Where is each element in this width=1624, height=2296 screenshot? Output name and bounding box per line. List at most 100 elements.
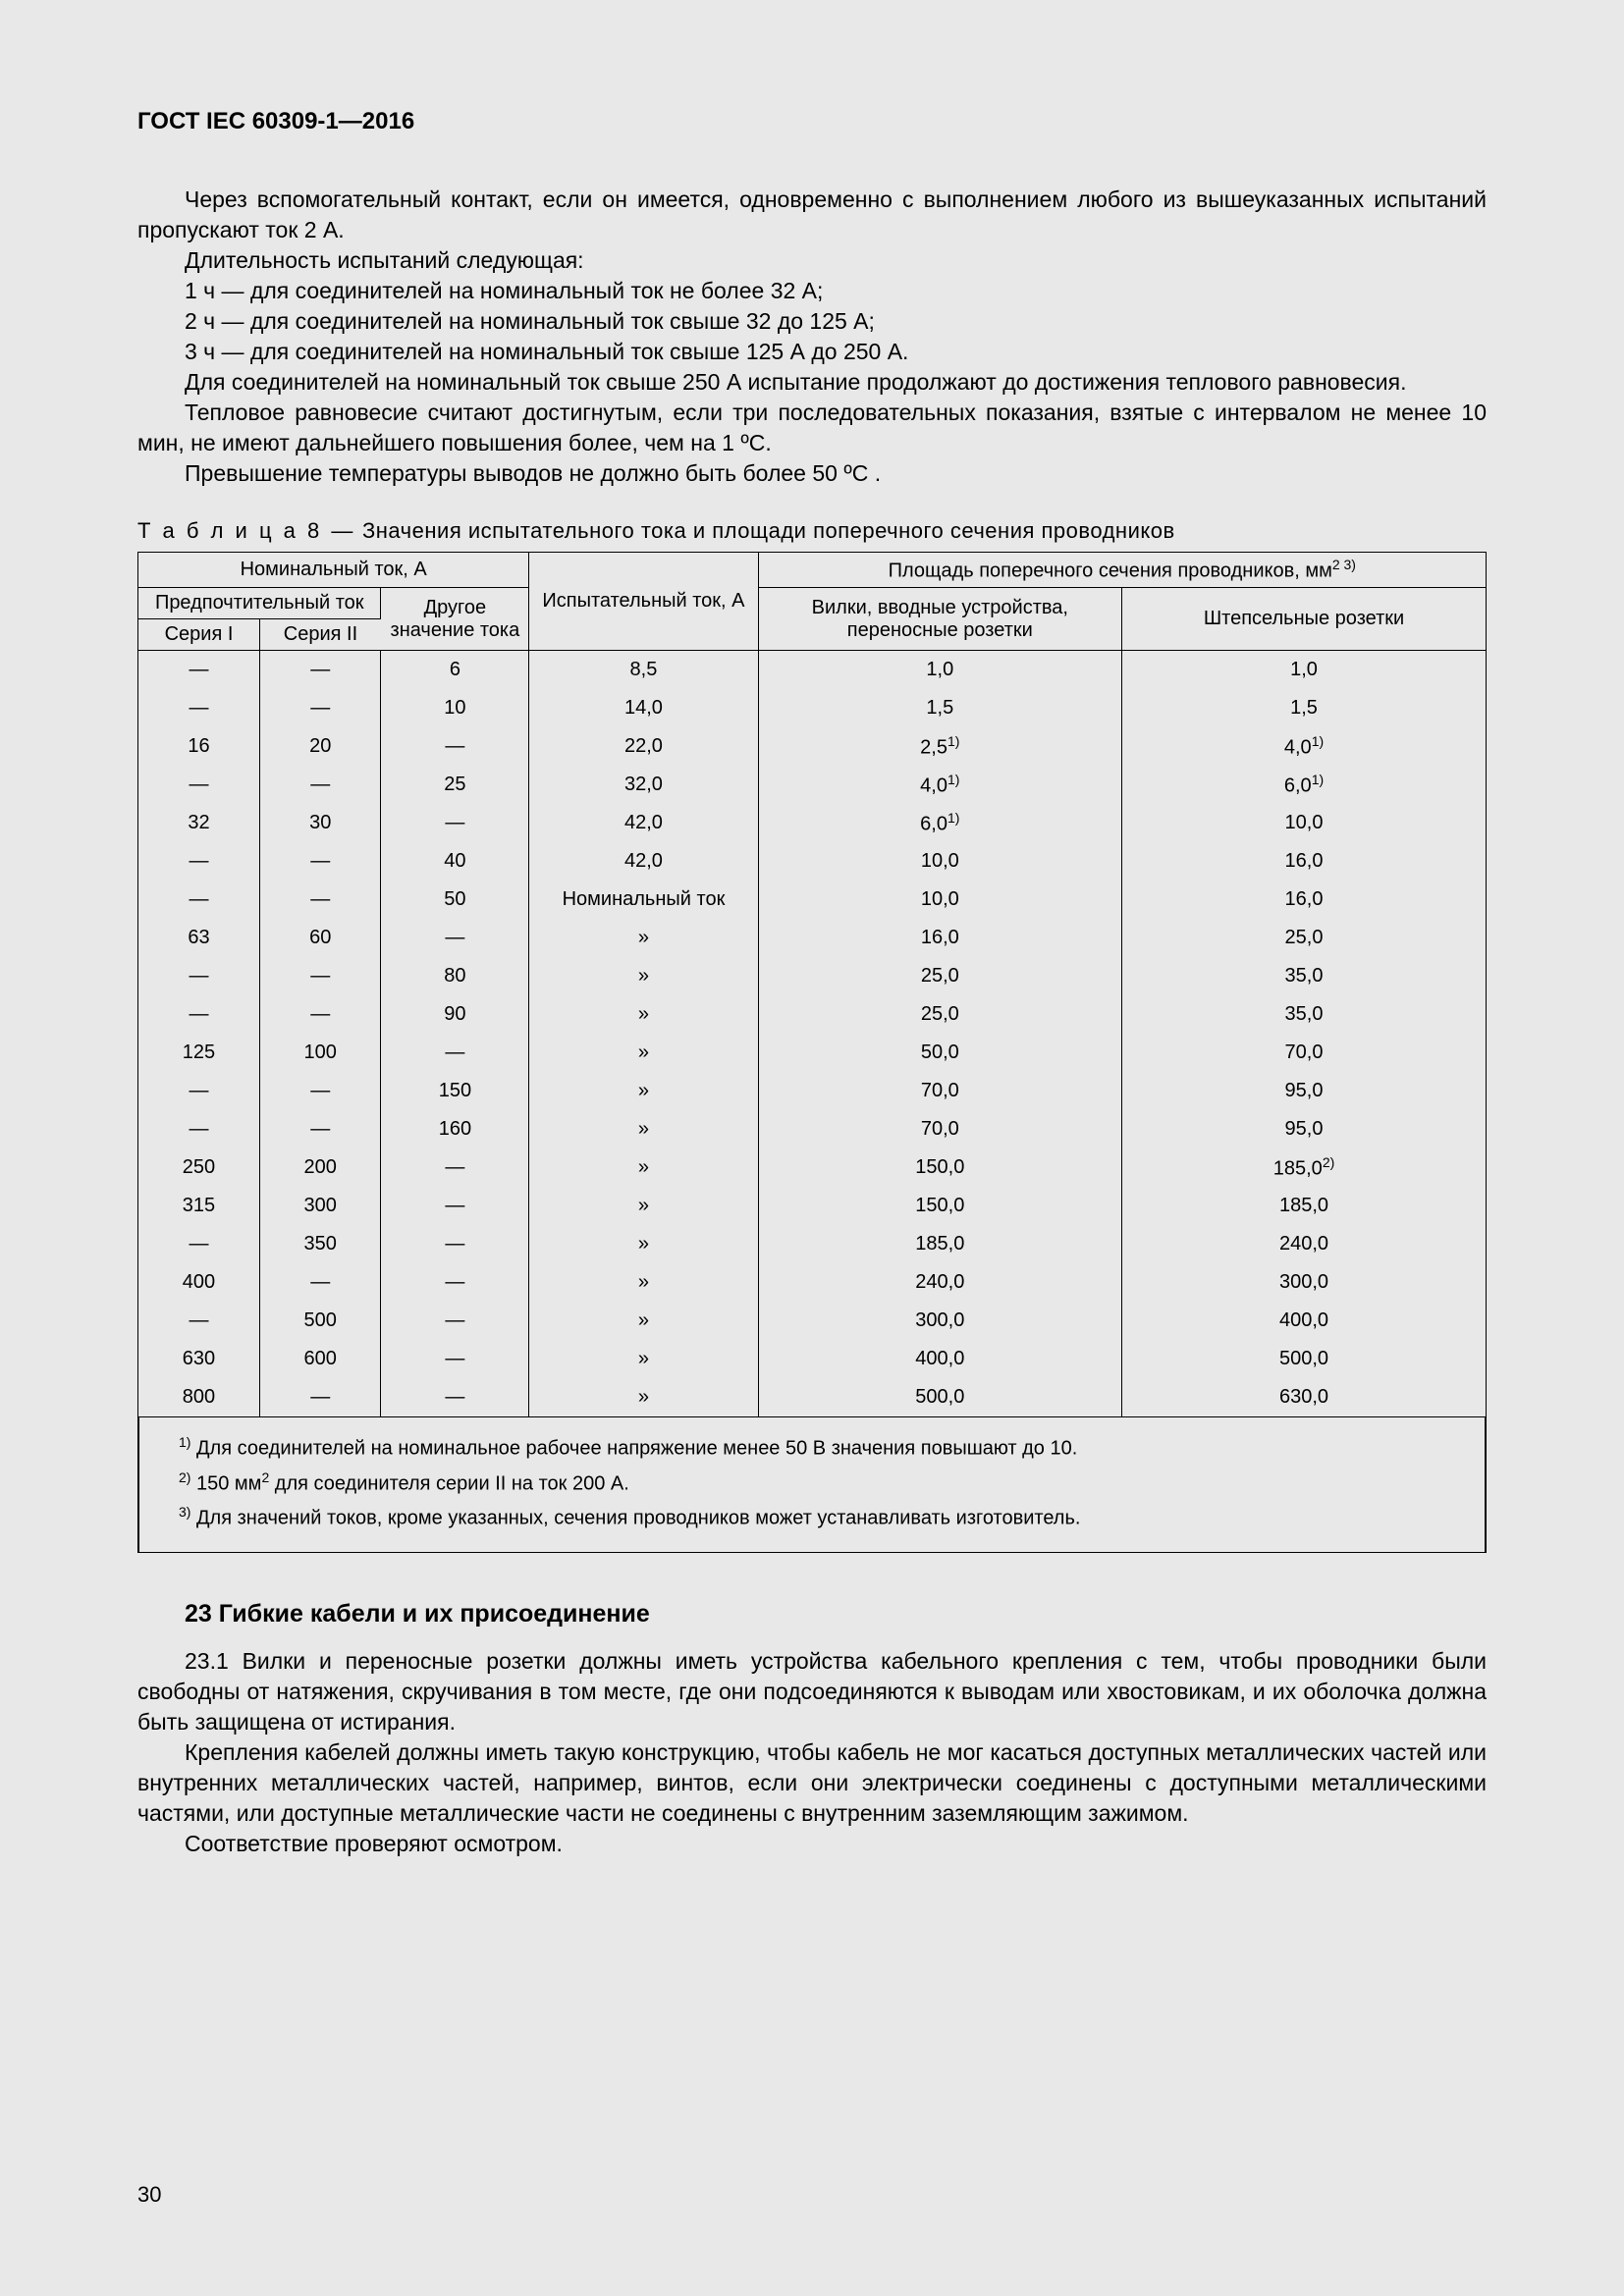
th-test: Испытательный ток, А [529,553,758,650]
table-cell: 32 [138,804,259,842]
table-cell: 40 [381,842,529,881]
table-cell: 4,01) [758,766,1121,804]
table-cell: » [529,1263,758,1302]
table-cell: 16,0 [758,919,1121,957]
table-cell: 1,5 [1122,689,1486,727]
table-row: ——4042,010,016,0 [138,842,1486,881]
table-cell: 10,0 [758,881,1121,919]
table-cell: » [529,1225,758,1263]
table-cell: 1,0 [1122,651,1486,690]
section-heading: 23 Гибкие кабели и их присоединение [185,1600,1487,1629]
table-cell: 70,0 [758,1110,1121,1148]
table-cell: 250 [138,1148,259,1187]
table-footnotes: 1) Для соединителей на номинальное рабоч… [138,1416,1486,1553]
paragraph: Соответствие проверяют осмотром. [137,1829,1487,1859]
table-cell: — [381,1263,529,1302]
paragraph: Через вспомогательный контакт, если он и… [137,185,1487,245]
page-number: 30 [137,2182,161,2208]
table-cell: — [259,1110,380,1148]
table-row: ——80»25,035,0 [138,957,1486,995]
table-cell: — [138,1302,259,1340]
table-cell: 63 [138,919,259,957]
table-cell: 32,0 [529,766,758,804]
table-cell: 16,0 [1122,842,1486,881]
table-row: 3230—42,06,01)10,0 [138,804,1486,842]
table-cell: 42,0 [529,804,758,842]
table-cell: — [381,1340,529,1378]
table-cell: 6 [381,651,529,690]
table-row: 630600—»400,0500,0 [138,1340,1486,1378]
table-cell: 16,0 [1122,881,1486,919]
table-cell: 1,5 [758,689,1121,727]
table-cell: — [259,766,380,804]
table-cell: 150 [381,1072,529,1110]
paragraph: Длительность испытаний следующая: [137,245,1487,276]
table-cell: » [529,995,758,1034]
table-cell: 10 [381,689,529,727]
table-cell: — [138,842,259,881]
th-area: Площадь поперечного сечения проводников,… [758,553,1486,587]
th-nominal: Номинальный ток, А [138,553,529,587]
table-cell: » [529,919,758,957]
th-s2: Серия II [259,619,380,651]
table-cell: — [259,651,380,690]
table-cell: 25,0 [758,957,1121,995]
table-cell: 60 [259,919,380,957]
table-cell: » [529,1302,758,1340]
footnote-text: Для значений токов, кроме указанных, сеч… [190,1508,1080,1529]
table-cell: » [529,1110,758,1148]
table-cell: — [138,1225,259,1263]
table-row: ——68,51,01,0 [138,651,1486,690]
th-c2: Штепсельные розетки [1122,588,1486,651]
standard-header: ГОСТ IEC 60309-1—2016 [137,108,1487,135]
table-cell: — [138,651,259,690]
table-cell: 35,0 [1122,995,1486,1034]
table-cell: Номинальный ток [529,881,758,919]
th-pref: Предпочтительный ток [138,588,381,619]
paragraph: Для соединителей на номинальный ток свыш… [137,367,1487,398]
table-cell: — [259,957,380,995]
table-cell: 400,0 [758,1340,1121,1378]
table-cell: 350 [259,1225,380,1263]
table-cell: 240,0 [1122,1225,1486,1263]
table-cell: » [529,1378,758,1416]
caption-text: Значения испытательного тока и площади п… [355,518,1174,543]
footnote: 2) 150 мм2 для соединителя серии II на т… [179,1468,1465,1498]
table-cell: — [381,1378,529,1416]
table-cell: — [381,919,529,957]
table-cell: » [529,1034,758,1072]
paragraph: Крепления кабелей должны иметь такую кон… [137,1737,1487,1829]
table-cell: » [529,1148,758,1187]
table-cell: 150,0 [758,1148,1121,1187]
table-row: —500—»300,0400,0 [138,1302,1486,1340]
th-other: Другое значение тока [381,588,529,651]
table-cell: 14,0 [529,689,758,727]
table-cell: 500,0 [758,1378,1121,1416]
table-cell: 22,0 [529,727,758,766]
table-cell: — [138,689,259,727]
table-cell: — [259,842,380,881]
table-cell: 6,01) [1122,766,1486,804]
table-row: 1620—22,02,51)4,01) [138,727,1486,766]
footnote-text: Для соединителей на номинальное рабочее … [190,1438,1077,1460]
footnote-sup: 1) [179,1434,190,1450]
table-cell: » [529,1340,758,1378]
table-cell: — [259,995,380,1034]
table-cell: — [259,881,380,919]
table-row: 125100—»50,070,0 [138,1034,1486,1072]
table-cell: 95,0 [1122,1110,1486,1148]
table-row: ——150»70,095,0 [138,1072,1486,1110]
table-cell: 70,0 [758,1072,1121,1110]
paragraph: 23.1 Вилки и переносные розетки должны и… [137,1646,1487,1737]
table-cell: 20 [259,727,380,766]
table-row: —350—»185,0240,0 [138,1225,1486,1263]
table-cell: 1,0 [758,651,1121,690]
th-s1: Серия I [138,619,259,651]
table-cell: 25,0 [758,995,1121,1034]
table-cell: 42,0 [529,842,758,881]
table-cell: 200 [259,1148,380,1187]
table-row: ——2532,04,01)6,01) [138,766,1486,804]
table-row: 6360—»16,025,0 [138,919,1486,957]
table-cell: 315 [138,1187,259,1225]
table-cell: 500 [259,1302,380,1340]
